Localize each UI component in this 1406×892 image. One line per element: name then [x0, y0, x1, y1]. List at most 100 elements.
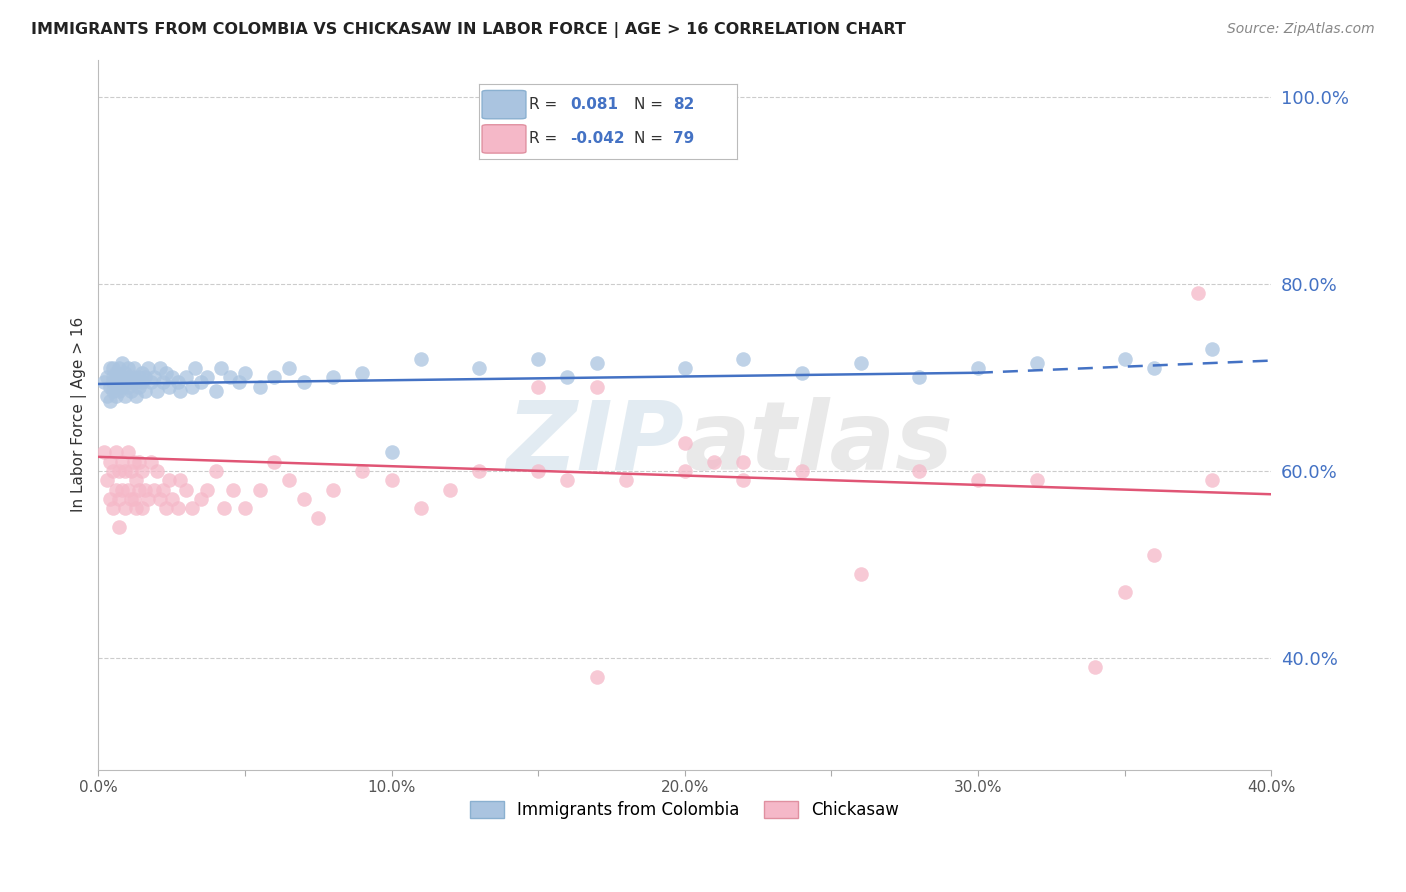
Point — [439, 483, 461, 497]
Point — [125, 389, 148, 403]
Point — [108, 375, 131, 389]
Point — [204, 384, 226, 399]
Point — [585, 356, 607, 370]
Point — [380, 445, 402, 459]
Point — [128, 370, 150, 384]
Point — [1114, 585, 1136, 599]
Point — [122, 361, 145, 376]
Point — [527, 464, 550, 478]
Point — [155, 366, 177, 380]
Point — [1025, 473, 1047, 487]
Point — [122, 454, 145, 468]
Point — [134, 384, 156, 399]
Point — [111, 454, 134, 468]
Point — [585, 669, 607, 683]
Point — [98, 454, 121, 468]
Point — [122, 491, 145, 506]
Point — [117, 370, 139, 384]
Point — [136, 361, 159, 376]
Point — [128, 483, 150, 497]
Point — [117, 380, 139, 394]
Text: atlas: atlas — [685, 397, 953, 490]
Point — [222, 483, 245, 497]
Point — [146, 464, 169, 478]
Point — [136, 491, 159, 506]
Point — [134, 483, 156, 497]
Point — [131, 501, 153, 516]
Text: IMMIGRANTS FROM COLOMBIA VS CHICKASAW IN LABOR FORCE | AGE > 16 CORRELATION CHAR: IMMIGRANTS FROM COLOMBIA VS CHICKASAW IN… — [31, 22, 905, 38]
Point — [114, 375, 136, 389]
Point — [120, 464, 142, 478]
Point — [101, 375, 124, 389]
Point — [908, 370, 931, 384]
Point — [93, 375, 115, 389]
Point — [104, 375, 127, 389]
Point — [108, 520, 131, 534]
Point — [233, 366, 256, 380]
Point — [111, 483, 134, 497]
Point — [157, 380, 180, 394]
Point — [849, 566, 872, 581]
Point — [527, 351, 550, 366]
Point — [104, 380, 127, 394]
Point — [1084, 660, 1107, 674]
Point — [125, 473, 148, 487]
Point — [131, 366, 153, 380]
Point — [166, 501, 188, 516]
Point — [409, 351, 432, 366]
Point — [228, 375, 250, 389]
Point — [108, 491, 131, 506]
Point — [211, 361, 233, 376]
Point — [292, 375, 315, 389]
Point — [277, 473, 299, 487]
Point — [104, 366, 127, 380]
Point — [967, 473, 990, 487]
Point — [380, 473, 402, 487]
Point — [195, 483, 218, 497]
Point — [1143, 361, 1166, 376]
Point — [114, 501, 136, 516]
Point — [249, 483, 271, 497]
Point — [104, 445, 127, 459]
Point — [181, 380, 204, 394]
Point — [152, 375, 174, 389]
Point — [128, 380, 150, 394]
Point — [307, 510, 329, 524]
Text: Source: ZipAtlas.com: Source: ZipAtlas.com — [1227, 22, 1375, 37]
Point — [101, 370, 124, 384]
Point — [908, 464, 931, 478]
Point — [114, 389, 136, 403]
Point — [117, 361, 139, 376]
Point — [125, 375, 148, 389]
Point — [176, 483, 198, 497]
Point — [181, 501, 204, 516]
Point — [93, 445, 115, 459]
Point — [111, 356, 134, 370]
Point — [527, 380, 550, 394]
Point — [160, 370, 183, 384]
Point — [1201, 343, 1223, 357]
Point — [468, 361, 491, 376]
Point — [614, 473, 637, 487]
Point — [96, 370, 118, 384]
Point — [101, 384, 124, 399]
Point — [352, 366, 374, 380]
Point — [352, 464, 374, 478]
Point — [292, 491, 315, 506]
Text: ZIP: ZIP — [506, 397, 685, 490]
Point — [733, 351, 755, 366]
Point — [733, 454, 755, 468]
Point — [468, 464, 491, 478]
Point — [1143, 548, 1166, 562]
Point — [214, 501, 236, 516]
Point — [673, 464, 696, 478]
Point — [155, 501, 177, 516]
Point — [139, 375, 162, 389]
Point — [322, 483, 344, 497]
Point — [122, 370, 145, 384]
Point — [128, 454, 150, 468]
Legend: Immigrants from Colombia, Chickasaw: Immigrants from Colombia, Chickasaw — [464, 794, 905, 826]
Point — [96, 473, 118, 487]
Point — [143, 483, 166, 497]
Point — [101, 361, 124, 376]
